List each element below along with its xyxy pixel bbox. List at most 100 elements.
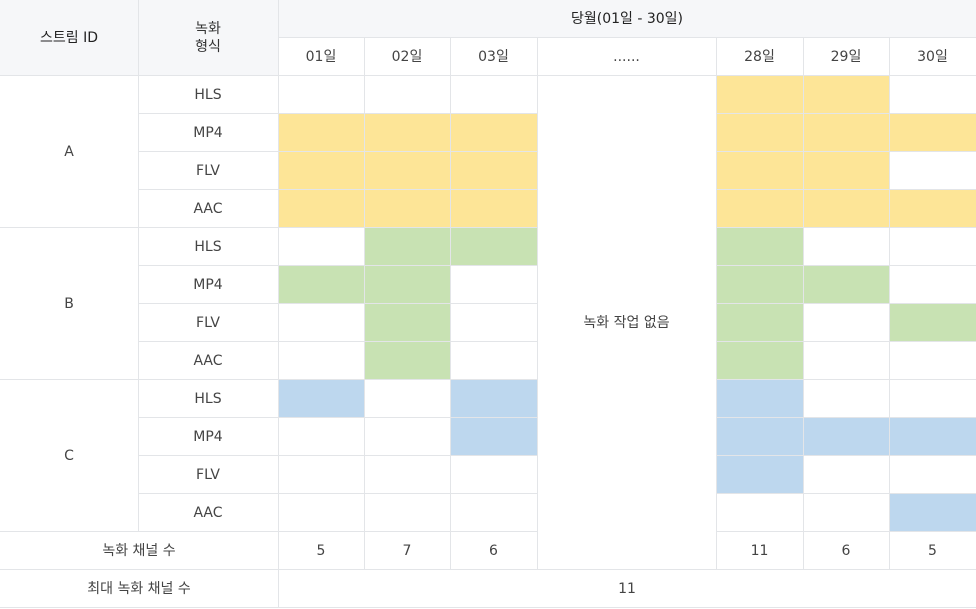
format-label: FLV [196, 467, 220, 483]
format-label: AAC [193, 505, 223, 521]
recording-cell-on [364, 190, 450, 228]
channel-count-value: 11 [750, 543, 769, 559]
format-label: MP4 [193, 429, 223, 445]
column-divider [364, 38, 365, 570]
recording-cell-on [278, 190, 364, 228]
recording-cell-on [889, 114, 976, 152]
column-divider [278, 0, 279, 608]
recording-cell-on [803, 190, 889, 228]
row-divider [716, 531, 976, 532]
row-divider [0, 531, 537, 532]
recording-cell-on [278, 152, 364, 190]
row-divider [138, 265, 537, 266]
recording-cell-off [803, 304, 889, 342]
channel-count-value: 6 [489, 543, 498, 559]
row-divider [278, 37, 976, 38]
recording-cell-off [278, 494, 364, 532]
recording-cell-off [450, 76, 537, 114]
recording-cell-off [803, 456, 889, 494]
recording-cell-on [278, 380, 364, 418]
recording-cell-off [803, 494, 889, 532]
recording-cell-off [278, 418, 364, 456]
recording-cell-on [278, 114, 364, 152]
row-divider [716, 341, 976, 342]
no-recording-note: 녹화 작업 없음 [583, 315, 670, 331]
recording-cell-off [364, 456, 450, 494]
column-divider [138, 0, 139, 532]
recording-cell-on [716, 418, 803, 456]
recording-cell-on [803, 76, 889, 114]
recording-cell-on [716, 266, 803, 304]
header-day-3: ...... [613, 49, 640, 65]
recording-cell-on [803, 114, 889, 152]
row-divider [0, 227, 537, 228]
recording-cell-on [889, 304, 976, 342]
recording-cell-on [889, 190, 976, 228]
column-divider [537, 38, 538, 570]
recording-cell-on [716, 456, 803, 494]
row-divider [716, 113, 976, 114]
header-stream-id: 스트림 ID [0, 0, 138, 76]
column-divider [889, 38, 890, 570]
format-label: FLV [196, 163, 220, 179]
stream-id-b: B [64, 296, 74, 312]
recording-cell-off [364, 418, 450, 456]
stream-id-a: A [64, 144, 74, 160]
recording-cell-on [278, 266, 364, 304]
row-divider [138, 113, 537, 114]
recording-cell-on [889, 494, 976, 532]
recording-cell-on [450, 228, 537, 266]
stream-id-c: C [64, 448, 74, 464]
header-month: 당월(01일 - 30일) [278, 0, 976, 38]
row-divider [138, 417, 537, 418]
row-divider [716, 303, 976, 304]
header-day-1: 02일 [391, 49, 423, 65]
recording-cell-on [716, 342, 803, 380]
row-divider [0, 607, 976, 608]
recording-cell-off [889, 342, 976, 380]
header-day-6: 30일 [917, 49, 948, 65]
recording-cell-off [450, 456, 537, 494]
row-divider [716, 379, 976, 380]
row-divider [716, 493, 976, 494]
recording-cell-on [716, 114, 803, 152]
row-divider [138, 493, 537, 494]
recording-cell-on [716, 228, 803, 266]
recording-cell-on [364, 304, 450, 342]
format-label: AAC [193, 353, 223, 369]
recording-cell-off [889, 266, 976, 304]
recording-cell-off [278, 228, 364, 266]
format-label: AAC [193, 201, 223, 217]
recording-cell-on [364, 114, 450, 152]
recording-cell-off [803, 342, 889, 380]
recording-cell-off [278, 76, 364, 114]
header-day-4: 28일 [744, 49, 775, 65]
recording-cell-off [364, 380, 450, 418]
recording-cell-off [889, 456, 976, 494]
recording-cell-on [716, 190, 803, 228]
recording-cell-off [889, 152, 976, 190]
recording-cell-off [889, 380, 976, 418]
recording-cell-off [803, 380, 889, 418]
recording-cell-on [716, 304, 803, 342]
recording-cell-off [716, 494, 803, 532]
recording-cell-off [364, 76, 450, 114]
row-divider [138, 151, 537, 152]
recording-cell-off [278, 304, 364, 342]
recording-cell-on [716, 152, 803, 190]
row-divider [716, 151, 976, 152]
row-divider [138, 189, 537, 190]
channel-count-value: 6 [841, 543, 851, 559]
row-divider [716, 265, 976, 266]
max-channel-value: 11 [618, 581, 636, 597]
row-divider [0, 379, 537, 380]
recording-cell-on [364, 152, 450, 190]
row-divider [138, 455, 537, 456]
recording-cell-on [450, 152, 537, 190]
row-divider [138, 303, 537, 304]
recording-cell-off [889, 76, 976, 114]
recording-cell-off [450, 494, 537, 532]
recording-cell-off [278, 456, 364, 494]
channel-count-label: 녹화 채널 수 [102, 543, 176, 559]
column-divider [716, 38, 717, 570]
